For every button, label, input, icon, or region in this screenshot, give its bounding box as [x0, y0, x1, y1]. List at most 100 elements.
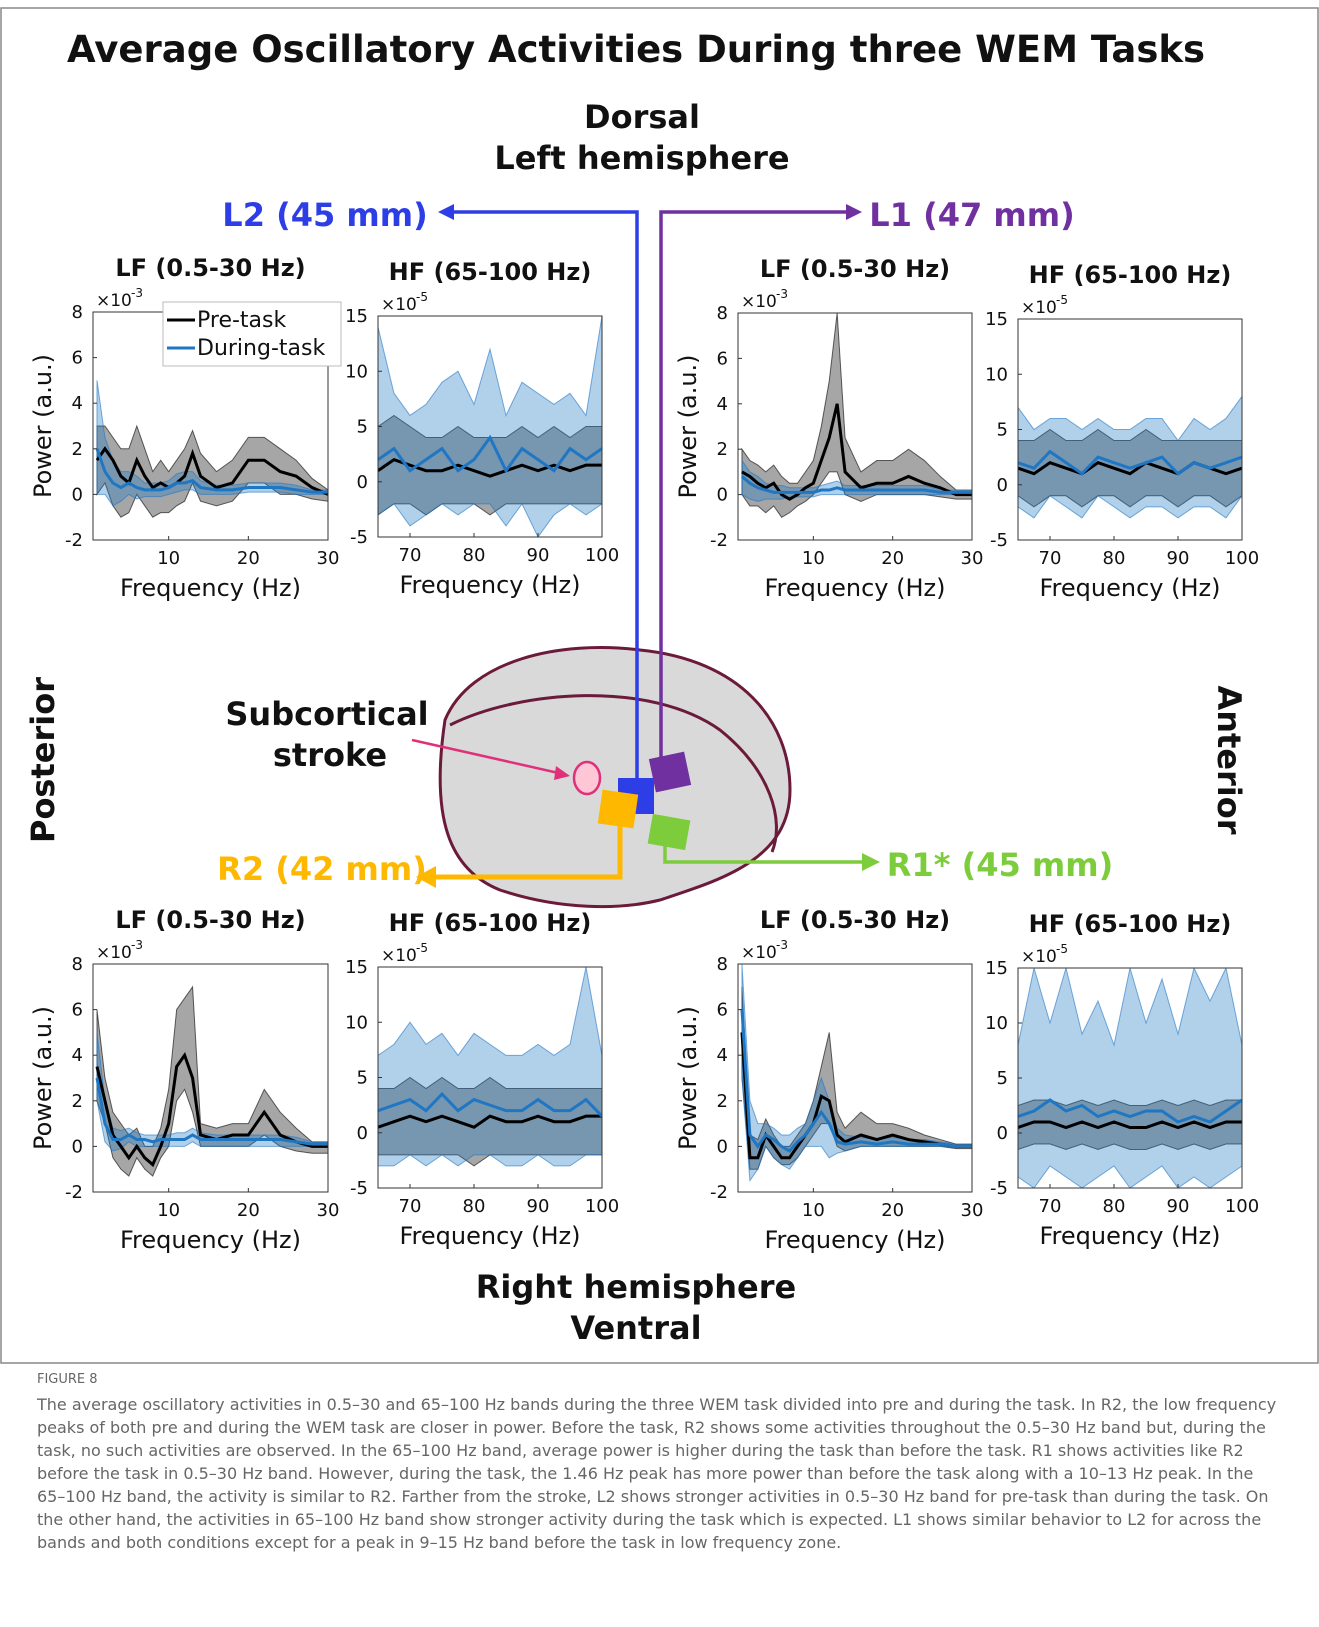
x-axis-label: Frequency (Hz): [120, 574, 301, 602]
x-tick-label: 80: [463, 1196, 486, 1217]
x-tick-label: 20: [881, 1200, 904, 1221]
chart-title: LF (0.5-30 Hz): [115, 254, 305, 282]
frame: [0, 7, 1319, 1364]
axes-box: [737, 963, 973, 1193]
x-tick-label: 30: [961, 548, 984, 569]
y-axis-label: Power (a.u.): [674, 354, 702, 498]
x-axis-label: Frequency (Hz): [400, 571, 581, 599]
x-tick-label: 20: [881, 548, 904, 569]
y-tick-label: 0: [72, 1136, 83, 1157]
y-scale-exponent: -5: [416, 941, 428, 955]
chart: -2 0 2 4 6 8 10 20 30 LF (0.5-30 Hz) Frequency (Hz…: [674, 906, 983, 1254]
y-scale: ×10: [381, 946, 417, 966]
chart-title: HF (65-100 Hz): [389, 258, 592, 286]
y-tick-label: -5: [990, 530, 1008, 551]
x-tick-label: 10: [157, 1200, 180, 1221]
caption-text: The average oscillatory activities in 0.…: [37, 1395, 1277, 1552]
y-tick-label: -5: [990, 1178, 1008, 1199]
series-line: [95, 448, 328, 494]
x-tick-label: 80: [463, 545, 486, 566]
y-tick-label: -5: [350, 1178, 368, 1199]
band: [1018, 395, 1242, 519]
chart-title: HF (65-100 Hz): [389, 909, 592, 937]
y-tick-label: 6: [72, 1000, 83, 1021]
x-tick-label: 100: [1225, 1196, 1259, 1217]
x-tick-label: 70: [1039, 548, 1062, 569]
x-axis-label: Frequency (Hz): [400, 1222, 581, 1250]
x-tick-label: 90: [527, 1196, 550, 1217]
x-tick-label: 70: [1039, 1196, 1062, 1217]
brain-fold: [449, 694, 778, 853]
y-tick-label: 2: [717, 1091, 728, 1112]
plot-area: [95, 380, 328, 518]
electrode-label: R1* (45 mm): [887, 846, 1113, 884]
x-tick-label: 20: [237, 548, 260, 569]
series-line: [1018, 1120, 1242, 1130]
stroke-label: Subcortical: [225, 695, 428, 733]
y-tick-label: 15: [985, 309, 1008, 330]
y-tick-label: 10: [985, 364, 1008, 385]
y-tick-label: 2: [72, 439, 83, 460]
chart: -5 0 5 10 15 70 80 90 100 HF (65-100 Hz) Frequency…: [345, 909, 619, 1250]
series-line: [378, 434, 602, 474]
series-line: [378, 1091, 602, 1118]
y-tick-label: 2: [72, 1091, 83, 1112]
electrode: [648, 751, 692, 793]
x-tick-label: 30: [961, 1200, 984, 1221]
plot-background: [738, 313, 972, 540]
series-line: [740, 1032, 972, 1160]
y-scale-exponent: -3: [131, 938, 143, 952]
y-scale-exponent: -5: [416, 290, 428, 304]
x-tick-label: 10: [802, 1200, 825, 1221]
y-scale-exponent: -3: [776, 287, 788, 301]
chart: -5 0 5 10 15 70 80 90 100 HF (65-100 Hz) Frequency…: [985, 261, 1259, 602]
electrode: [647, 813, 691, 851]
band: [741, 986, 972, 1170]
x-axis-label: Frequency (Hz): [765, 1226, 946, 1254]
connector: [452, 210, 639, 790]
caption-label: FIGURE 8: [37, 1372, 98, 1387]
y-scale-exponent: -3: [776, 938, 788, 952]
plot-area: [378, 967, 602, 1167]
y-tick-label: 2: [717, 439, 728, 460]
y-tick-label: 4: [72, 1045, 83, 1066]
y-tick-label: 0: [717, 485, 728, 506]
electrode: [597, 789, 639, 829]
brain-outline: [438, 646, 792, 909]
figure-graphic: Average Oscillatory Activities During th…: [0, 7, 1319, 1364]
electrodes: L2 (45 mm) L1 (47 mm) R2 (42 mm) R1* (45…: [217, 196, 1113, 888]
legend-label: During-task: [197, 336, 325, 361]
y-tick-label: 10: [345, 1012, 368, 1033]
y-tick-label: 0: [997, 1123, 1008, 1144]
plot-background: [378, 316, 602, 537]
y-axis-label: Power (a.u.): [29, 354, 57, 498]
y-tick-label: 5: [997, 1068, 1008, 1089]
electrode-label: L2 (45 mm): [222, 196, 427, 234]
y-scale: ×10: [1021, 947, 1057, 967]
posterior-label: Posterior: [24, 677, 62, 843]
y-tick-label: -2: [65, 530, 83, 551]
plot-area: [740, 964, 972, 1183]
arrow-head: [438, 204, 454, 220]
y-tick-label: 10: [985, 1013, 1008, 1034]
y-scale: ×10: [96, 943, 132, 963]
series-line: [740, 475, 972, 494]
band: [741, 313, 972, 518]
dorsal-label: Dorsal: [584, 98, 700, 136]
band: [96, 380, 328, 507]
y-tick-label: 5: [357, 417, 368, 438]
y-tick-label: 5: [357, 1068, 368, 1089]
y-tick-label: 8: [72, 302, 83, 323]
x-axis-label: Frequency (Hz): [1040, 1222, 1221, 1250]
y-tick-label: -5: [350, 527, 368, 548]
band: [96, 424, 328, 518]
legend-label: Pre-task: [197, 308, 286, 333]
y-tick-label: 15: [985, 958, 1008, 979]
series-line: [378, 1114, 602, 1129]
y-tick-label: 0: [357, 472, 368, 493]
arrow-head: [862, 853, 880, 871]
y-tick-label: -2: [65, 1182, 83, 1203]
left-label: Left hemisphere: [494, 139, 789, 177]
axes-box: [92, 963, 329, 1193]
